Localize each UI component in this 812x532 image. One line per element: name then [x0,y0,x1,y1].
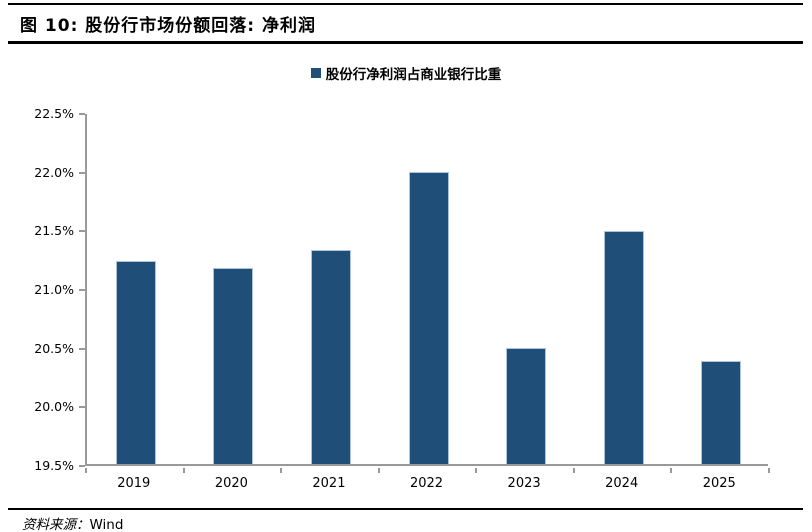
y-tick-label: 22.5% [34,106,74,121]
title-rule [8,41,803,44]
y-axis-labels: 22.5% 22.0% 21.5% 21.0% 20.5% 20.0% 19.5% [0,106,74,473]
figure-title: 图 10: 股份行市场份额回落: 净利润 [20,16,317,36]
bar-2024 [604,231,644,464]
x-axis-labels: 2019 2020 2021 2022 2023 2024 2025 [85,476,768,491]
y-tick-label: 19.5% [34,458,74,473]
bar-2021 [311,250,351,464]
footer-rule [8,508,803,510]
x-tick-mark [183,468,185,473]
y-tick-mark [79,347,85,350]
source-note: 资料来源：Wind [22,513,123,532]
bar-series [87,114,768,464]
x-tick-label-2022: 2022 [409,476,444,491]
x-tick-label-2021: 2021 [312,476,346,491]
bar-2025 [701,361,741,464]
legend-swatch-icon [310,68,321,78]
x-tick-mark [378,468,380,473]
x-tick-mark [573,468,575,473]
bar-2019 [116,261,156,464]
x-tick-mark [85,468,87,473]
y-tick-label: 21.0% [34,282,74,297]
x-tick-mark [280,468,282,473]
y-tick-mark [79,406,85,409]
y-tick-label: 22.0% [34,164,74,180]
y-tick-mark [79,465,85,467]
y-tick-label: 20.0% [34,399,74,415]
x-tick-mark [670,468,672,473]
y-tick-mark [79,113,85,115]
x-tick-label-2019: 2019 [117,476,151,491]
source-label: 资料来源： [22,517,90,532]
legend-label: 股份行净利润占商业银行比重 [325,67,502,83]
bar-2020 [213,268,253,464]
y-tick-mark [79,171,85,174]
x-tick-mark [475,468,477,473]
y-tick-label: 21.5% [34,223,74,239]
x-tick-label-2020: 2020 [214,476,248,491]
chart-legend: 股份行净利润占商业银行比重 [0,63,812,83]
y-tick-mark [79,289,85,291]
x-tick-label-2023: 2023 [507,476,541,491]
y-tick-label: 20.5% [34,340,74,356]
x-axis-ticks [85,468,770,473]
x-tick-mark [768,468,770,473]
bar-2023 [506,348,546,464]
source-value: Wind [89,517,124,532]
top-rule [8,3,803,5]
x-tick-label-2025: 2025 [702,476,736,491]
y-tick-mark [79,230,85,233]
plot-area [85,114,768,466]
y-axis-ticks [79,113,85,467]
bar-2022 [409,172,449,464]
x-tick-label-2024: 2024 [605,476,639,491]
